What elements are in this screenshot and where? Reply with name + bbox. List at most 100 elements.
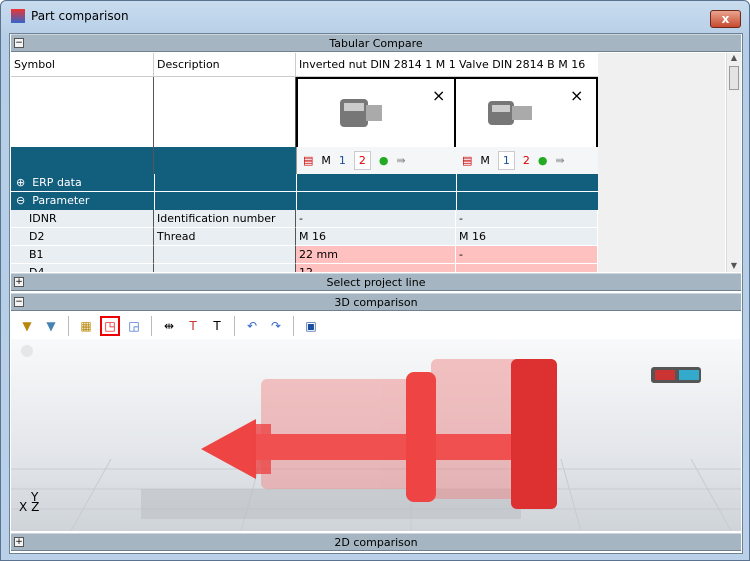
- undo-icon[interactable]: ↶: [246, 318, 258, 333]
- teal-cell: [11, 147, 154, 174]
- separator: [293, 315, 294, 336]
- cell-a[interactable]: -: [296, 210, 456, 228]
- collapse-icon[interactable]: ⊖: [16, 194, 26, 207]
- view2-button[interactable]: 2: [522, 154, 530, 167]
- part-b-icon[interactable]: ▼: [46, 318, 56, 333]
- group-parameter[interactable]: ⊖ Parameter: [11, 192, 598, 210]
- part-b-toolbar: ▤ M 1 2 ● ⇛: [456, 147, 598, 174]
- export-icon[interactable]: ⇛: [555, 154, 565, 167]
- table-icon[interactable]: ▤: [303, 154, 314, 167]
- floor-shadow: [141, 489, 521, 519]
- panel-title: 2D comparison: [334, 536, 418, 549]
- axis-z: Z: [31, 500, 40, 514]
- compare-table: Symbol Description Inverted nut DIN 2814…: [11, 53, 725, 272]
- header-part-b[interactable]: Valve DIN 2814 B M 16: [456, 53, 598, 77]
- scroll-down-icon[interactable]: ▼: [730, 261, 738, 270]
- cell-description[interactable]: Identification number: [154, 210, 296, 228]
- panel-title: 3D comparison: [334, 296, 418, 309]
- difference-a-icon[interactable]: ◳: [100, 315, 120, 336]
- expand-icon[interactable]: ⊕: [16, 176, 26, 189]
- axis-x: X: [19, 500, 28, 514]
- 3d-viewport[interactable]: Y X Z: [11, 339, 741, 532]
- title-bar: Part comparison: [11, 9, 129, 23]
- m-button[interactable]: M: [321, 154, 331, 167]
- expand-icon[interactable]: +: [14, 277, 24, 287]
- difference-b-icon[interactable]: ◲: [128, 318, 140, 333]
- 3d-toolbar: ▼ ▼ ▦ ◳ ◲ ⇹ T T ↶ ↷ ▣: [11, 313, 741, 338]
- panel-title: Tabular Compare: [329, 37, 423, 50]
- cell-symbol[interactable]: D4: [11, 264, 154, 272]
- image-cell-empty: [154, 77, 296, 147]
- export-icon[interactable]: ⇛: [396, 154, 406, 167]
- cell-symbol[interactable]: IDNR: [11, 210, 154, 228]
- part-a-thumbnail[interactable]: ×: [296, 77, 456, 147]
- part-a-toolbar: ▤ M 1 2 ● ⇛: [296, 147, 456, 174]
- cell-b[interactable]: -: [456, 246, 598, 264]
- cell-a[interactable]: M 16: [296, 228, 456, 246]
- cell-b[interactable]: -: [456, 210, 598, 228]
- window-title: Part comparison: [31, 9, 129, 23]
- close-button[interactable]: x: [710, 10, 741, 28]
- cell-description[interactable]: [154, 246, 296, 264]
- expand-icon[interactable]: +: [14, 537, 24, 547]
- 3d-glasses-icon[interactable]: [651, 367, 701, 383]
- group-label: Parameter: [32, 194, 90, 207]
- cell-description[interactable]: [154, 264, 296, 272]
- 3d-scene: [11, 345, 741, 532]
- overlay-icon[interactable]: ▦: [80, 318, 92, 333]
- cell-description[interactable]: Thread: [154, 228, 296, 246]
- group-label: ERP data: [32, 176, 82, 189]
- cell-a[interactable]: 12: [296, 264, 456, 272]
- cell-a[interactable]: 22 mm: [296, 246, 456, 264]
- app-icon: [11, 9, 25, 23]
- valve-image: [488, 101, 532, 125]
- scroll-up-icon[interactable]: ▲: [730, 53, 738, 62]
- group-erp-data[interactable]: ⊕ ERP data: [11, 174, 598, 192]
- separator: [234, 315, 235, 336]
- header-description[interactable]: Description: [154, 53, 296, 77]
- teal-cell: [154, 147, 296, 174]
- axis-indicator: Y X Z: [19, 490, 40, 514]
- separator: [68, 315, 69, 336]
- table-icon[interactable]: ▤: [462, 154, 473, 167]
- part-b-thumbnail[interactable]: ×: [456, 77, 598, 147]
- tabular-compare-header[interactable]: − Tabular Compare: [11, 34, 741, 52]
- view1-button[interactable]: 1: [497, 151, 515, 170]
- vertical-scrollbar[interactable]: ▲ ▼: [726, 53, 741, 272]
- scroll-thumb[interactable]: [729, 66, 739, 90]
- header-symbol[interactable]: Symbol: [11, 53, 154, 77]
- part-a-icon[interactable]: ▼: [22, 318, 32, 333]
- remove-icon[interactable]: ×: [570, 86, 583, 105]
- axis-y: Y: [31, 490, 39, 504]
- collapse-icon[interactable]: −: [14, 38, 24, 48]
- m-button[interactable]: M: [480, 154, 490, 167]
- remove-icon[interactable]: ×: [432, 86, 445, 105]
- cell-symbol[interactable]: D2: [11, 228, 154, 246]
- 3d-comparison-header[interactable]: − 3D comparison: [11, 293, 741, 311]
- empty-area: [598, 53, 725, 272]
- separator: [151, 315, 152, 336]
- header-part-a[interactable]: Inverted nut DIN 2814 1 M 16: [296, 53, 456, 77]
- section-icon[interactable]: ⇹: [163, 318, 175, 333]
- nut-image: [340, 99, 382, 127]
- redo-icon[interactable]: ↷: [270, 318, 282, 333]
- select-project-line-header[interactable]: + Select project line: [11, 273, 741, 291]
- cell-b[interactable]: M 16: [456, 228, 598, 246]
- settings-icon[interactable]: ●: [537, 154, 548, 167]
- divider: [296, 174, 297, 210]
- cell-b[interactable]: [456, 264, 598, 272]
- 2d-comparison-header[interactable]: +2D comparison: [11, 533, 741, 551]
- navigation-icon[interactable]: [21, 345, 33, 357]
- settings-icon[interactable]: ●: [378, 154, 389, 167]
- collapse-icon[interactable]: −: [14, 297, 24, 307]
- part-b-model: [201, 359, 557, 509]
- panel-title: Select project line: [326, 276, 426, 289]
- window-icon[interactable]: ▣: [305, 318, 317, 333]
- view2-button[interactable]: 2: [353, 151, 371, 170]
- cell-symbol[interactable]: B1: [11, 246, 154, 264]
- view1-button[interactable]: 1: [338, 154, 346, 167]
- add-measure-icon[interactable]: T: [213, 318, 221, 333]
- measure-icon[interactable]: T: [189, 318, 197, 333]
- content-frame: − Tabular Compare Symbol Description Inve…: [9, 33, 743, 554]
